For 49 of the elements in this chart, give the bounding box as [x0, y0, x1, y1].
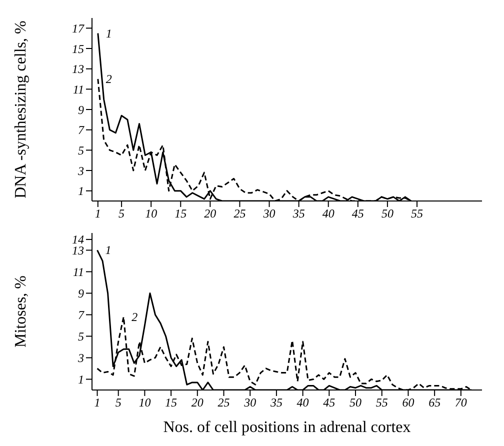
- x-tick-label: 40: [322, 206, 334, 221]
- y-tick-label: 17: [72, 21, 85, 36]
- y-tick-label: 11: [72, 82, 84, 96]
- series-label: 1: [106, 26, 112, 40]
- x-tick-label: 55: [411, 206, 423, 221]
- x-tick-label: 10: [138, 396, 151, 410]
- x-tick-label: 70: [454, 396, 467, 410]
- x-tick-label: 35: [292, 206, 305, 221]
- x-axis-title: Nos. of cell positions in adrenal cortex: [163, 419, 411, 436]
- x-tick-label: 55: [376, 396, 388, 410]
- y-tick-label: 7: [78, 123, 85, 138]
- x-tick-label: 65: [428, 396, 441, 410]
- series-label: 2: [132, 310, 138, 324]
- x-tick-label: 50: [381, 206, 394, 221]
- y-axis-title: DNA -synthesizing cells, %: [12, 20, 30, 198]
- y-tick-label: 9: [78, 286, 84, 300]
- y-tick-label: 3: [77, 351, 84, 365]
- x-tick-label: 15: [165, 396, 178, 410]
- x-tick-label: 1: [94, 206, 101, 221]
- y-tick-label: 5: [78, 143, 84, 158]
- series-label: 1: [105, 243, 112, 258]
- y-axis-title: Mitoses, %: [12, 276, 30, 348]
- x-tick-label: 60: [402, 396, 414, 410]
- y-tick-label: 1: [78, 184, 84, 198]
- y-tick-label: 11: [72, 264, 84, 279]
- y-tick-label: 15: [72, 42, 84, 56]
- series-label: 2: [106, 72, 112, 86]
- x-tick-label: 20: [204, 206, 216, 221]
- x-tick-label: 40: [296, 396, 309, 410]
- x-tick-label: 30: [262, 206, 276, 221]
- x-tick-label: 15: [174, 206, 187, 221]
- x-tick-label: 5: [118, 206, 125, 221]
- x-tick-label: 25: [218, 396, 230, 410]
- x-tick-label: 45: [352, 206, 364, 221]
- x-tick-label: 5: [115, 396, 122, 410]
- y-tick-label: 7: [78, 308, 85, 322]
- y-tick-label: 9: [78, 102, 84, 117]
- y-tick-label: 1: [78, 372, 84, 387]
- y-tick-label: 3: [77, 164, 84, 178]
- y-tick-label: 13: [72, 62, 84, 76]
- x-tick-label: 10: [145, 206, 158, 221]
- x-tick-label: 50: [350, 396, 362, 410]
- x-tick-label: 1: [94, 396, 100, 410]
- x-tick-label: 35: [269, 396, 282, 410]
- x-tick-label: 45: [323, 396, 336, 410]
- y-tick-label: 5: [78, 329, 84, 344]
- x-tick-label: 30: [243, 396, 256, 410]
- x-tick-label: 25: [234, 206, 246, 221]
- x-tick-label: 20: [191, 396, 204, 410]
